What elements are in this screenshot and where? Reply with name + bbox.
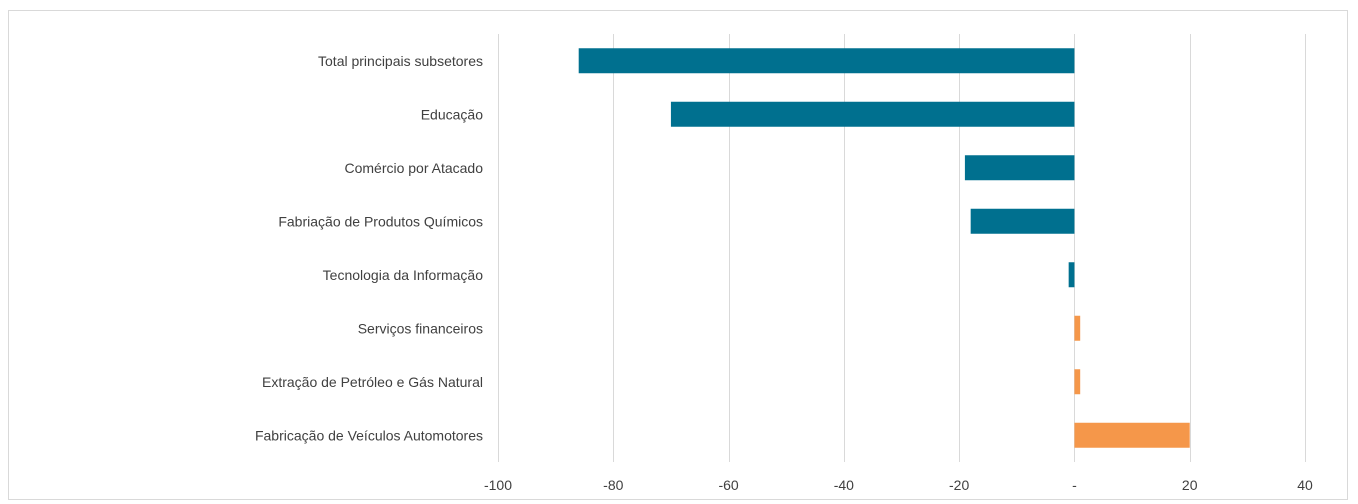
category-label: Tecnologia da Informação xyxy=(323,267,484,283)
x-tick-labels: -100 -80 -60 -40 -20-20 40 xyxy=(484,477,1313,493)
category-label: Extração de Petróleo e Gás Natural xyxy=(262,374,483,390)
x-tick-label: -100 xyxy=(484,477,512,493)
category-label: Fabriação de Produtos Químicos xyxy=(278,213,483,229)
bar xyxy=(670,101,1075,127)
x-tick-label: -60 xyxy=(718,477,738,493)
x-tick-label: 20 xyxy=(1182,477,1198,493)
bar xyxy=(1074,422,1190,448)
x-tick-label: - xyxy=(1072,477,1077,493)
bar xyxy=(1068,262,1075,288)
category-label: Comércio por Atacado xyxy=(344,160,483,176)
bar xyxy=(578,48,1075,74)
bar xyxy=(1074,369,1081,395)
x-tick-label: -20 xyxy=(949,477,969,493)
category-label: Educação xyxy=(421,106,483,122)
bar xyxy=(970,208,1075,234)
category-label: Serviços financeiros xyxy=(358,320,483,336)
bar xyxy=(1074,315,1081,341)
gridlines xyxy=(498,34,1306,462)
chart-frame xyxy=(8,10,1348,500)
category-labels: Total principais subsetores Educação Comér… xyxy=(255,53,483,444)
bars xyxy=(578,48,1190,448)
bar xyxy=(964,155,1075,181)
category-label: Fabricação de Veículos Automotores xyxy=(255,427,483,443)
x-tick-label: 40 xyxy=(1297,477,1313,493)
x-tick-label: -80 xyxy=(603,477,623,493)
x-tick-label: -40 xyxy=(834,477,854,493)
category-label: Total principais subsetores xyxy=(318,53,483,69)
